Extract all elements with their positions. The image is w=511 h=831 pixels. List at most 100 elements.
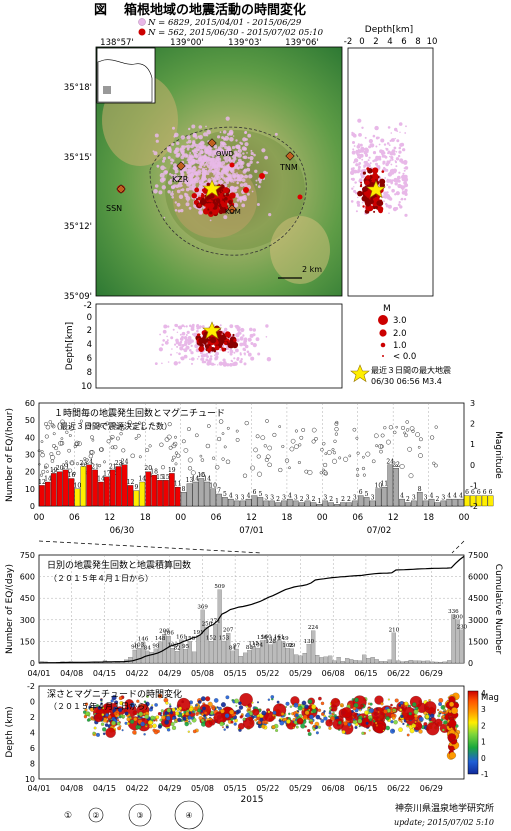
hypocenter-old (179, 340, 183, 344)
depth-time-event (101, 713, 105, 717)
depth-time-event (225, 725, 229, 729)
hypocenter-old (372, 134, 376, 138)
epicenter-old (197, 135, 200, 138)
x-tick: 05/08 (191, 669, 214, 678)
x-tick: 05/29 (289, 669, 312, 678)
hourly-bar (263, 500, 270, 507)
hourly-bar (228, 498, 234, 507)
daily-bar-label: 97 (233, 644, 240, 650)
chart2-subtitle: （２０１５年４月１日から） (49, 573, 153, 583)
hourly-bar (133, 490, 140, 507)
hypocenter-old (224, 350, 227, 352)
hypocenter-old (200, 354, 204, 358)
depth-time-event (195, 703, 198, 707)
epicenter-old (225, 180, 229, 185)
lat-tick: 35°15' (64, 153, 92, 163)
epicenter-old (164, 170, 168, 174)
hourly-bar-label: 3 (270, 494, 274, 501)
hypocenter-old (401, 174, 406, 180)
epicenter-old (192, 166, 195, 169)
epicenter-old (191, 168, 196, 173)
epicenter-old (185, 155, 188, 158)
hypocenter-old (247, 337, 252, 342)
magnitude-point (260, 435, 266, 441)
hypocenter-old (356, 200, 361, 205)
epicenter-old (221, 161, 226, 165)
daily-bar (204, 626, 209, 664)
hypocenter-new (369, 182, 375, 187)
hourly-bar (121, 464, 128, 507)
epicenter-old (264, 155, 268, 160)
depth-time-event (354, 697, 359, 703)
depth-tick: 0 (359, 37, 364, 47)
hypocenter-new (231, 341, 239, 349)
epicenter-new (243, 187, 249, 193)
lon-tick: 139°03' (228, 38, 262, 48)
magnitude-point (181, 439, 186, 444)
x-tick: 04/15 (93, 669, 116, 678)
depth-time-event (387, 698, 390, 701)
epicenter-old (243, 182, 248, 187)
magnitude-point (50, 459, 55, 463)
depth-time-event (340, 704, 344, 708)
epicenter-new (225, 192, 230, 197)
daily-bar (238, 655, 243, 664)
lat-tick: 35°18' (64, 83, 92, 93)
depth-time-event (426, 722, 440, 736)
hypocenter-old (353, 189, 357, 193)
epicenter-old (234, 189, 237, 192)
magnitude-point (56, 450, 61, 456)
epicenter-old (247, 133, 252, 138)
hourly-bar-label: 3 (353, 494, 357, 501)
depth-time-event (165, 715, 171, 721)
depth-time-event (136, 713, 139, 716)
y-tick: 450 (20, 594, 35, 603)
depth-time-event (309, 714, 314, 720)
epicenter-old (257, 185, 261, 189)
magnitude-point (333, 439, 337, 443)
magnitude-point (38, 463, 41, 466)
depth-time-event (85, 711, 90, 716)
hypocenter-old (239, 342, 244, 347)
hypocenter-old (170, 336, 174, 340)
epicenter-old (235, 194, 239, 198)
hourly-bar-label: 3 (323, 494, 327, 501)
depth-time-event (443, 720, 448, 725)
x-tick: 05/29 (289, 784, 312, 793)
magnitude-point (433, 463, 438, 468)
hypocenter-old (399, 158, 404, 163)
epicenter-old (200, 166, 203, 169)
hypocenter-old (387, 204, 392, 209)
magnitude-point (121, 448, 126, 453)
daily-bar (234, 648, 239, 664)
size-legend-4: ④ (185, 811, 192, 820)
depth-time-event (448, 719, 457, 728)
depth-time-event (138, 711, 144, 717)
hypocenter-old (389, 169, 393, 173)
x-tick: 18 (423, 513, 434, 523)
magnitude-point (301, 428, 306, 432)
x-tick: 04/29 (158, 784, 181, 793)
x-tick: 06/08 (322, 669, 345, 678)
depth-time-event (93, 726, 97, 730)
epicenter-old (239, 183, 244, 188)
hypocenter-old (187, 336, 192, 340)
depth-time-event (238, 705, 244, 710)
depth-time-event (352, 706, 357, 711)
epicenter-old (186, 135, 191, 140)
epicenter-old (238, 158, 242, 163)
daily-bar (192, 651, 197, 664)
magnitude-point (332, 451, 337, 455)
depth-time-event (119, 725, 122, 728)
x-tick: 04/22 (126, 669, 149, 678)
depth-time-event (441, 711, 445, 715)
magnitude-point (103, 460, 106, 464)
depth-time-event (118, 696, 123, 701)
colorbar-tick: 3 (481, 705, 486, 714)
depth-time-event (233, 722, 237, 726)
hypocenter-old (399, 143, 403, 147)
depth-time-event (330, 716, 335, 721)
depth-time-event (143, 700, 147, 703)
daily-bar-label: 336 (448, 609, 459, 615)
epicenter-old (247, 156, 250, 159)
